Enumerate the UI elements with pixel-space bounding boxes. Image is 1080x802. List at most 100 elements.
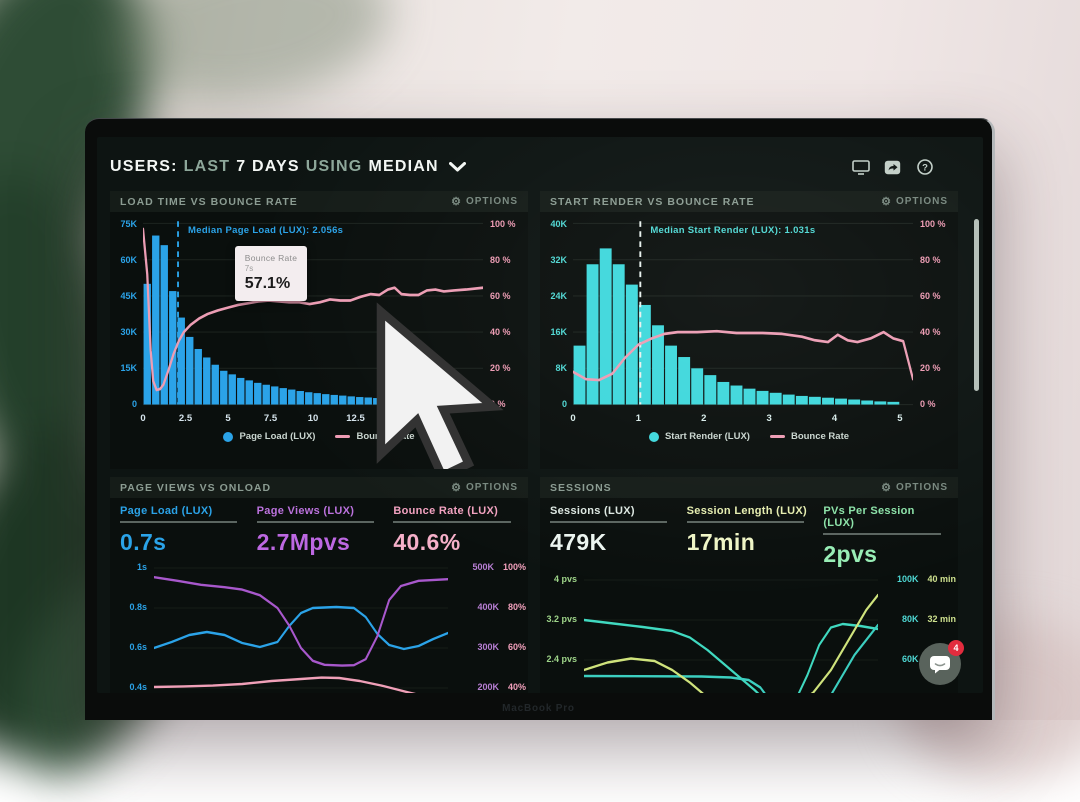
tooltip: Bounce Rate 7s 57.1% [235, 246, 307, 301]
axis-tick: 200K [477, 682, 499, 692]
histogram-plot[interactable]: Median Page Load (LUX): 2.056s Bounce Ra… [143, 219, 483, 409]
axis-tick: 500K [472, 562, 494, 572]
metric-sessions: Sessions (LUX) 479K [550, 505, 675, 568]
panel-title: SESSIONS [550, 482, 612, 494]
axis-tick-row: 500K 100% [448, 562, 526, 572]
x-axis-tick: 1 [636, 413, 641, 424]
chart-area: 40K 32K 24K 16K 8K 0 Median Start Render (LUX… [540, 219, 958, 409]
axis-tick-row: 400K 80% [448, 602, 526, 612]
axis-tick: 100% [503, 562, 526, 572]
tooltip-sub: 7s [245, 264, 297, 273]
axis-tick: 0 [540, 399, 567, 409]
axis-tick: 16K [540, 327, 567, 337]
axis-tick: 80% [508, 602, 526, 612]
axis-tick: 32K [540, 255, 567, 265]
axis-tick: 400K [477, 602, 499, 612]
axis-tick: 45K [110, 291, 137, 301]
metric-page-views: Page Views (LUX) 2.7Mpvs [257, 505, 382, 556]
help-icon[interactable]: ? [915, 159, 934, 176]
median-annotation: Median Page Load (LUX): 2.056s [188, 225, 343, 236]
axis-tick: 32 min [927, 614, 956, 624]
axis-tick: 15K [110, 363, 137, 373]
axis-tick: 2.4 pvs [546, 654, 577, 664]
metric-underline [393, 521, 510, 523]
metric-label: PVs Per Session (LUX) [823, 505, 948, 529]
axis-tick: 40% [508, 682, 526, 692]
metric-label: Session Length (LUX) [687, 505, 812, 517]
axis-tick: 60 % [920, 291, 958, 301]
line-plot[interactable] [584, 570, 878, 693]
x-axis-tick: 0 [570, 413, 575, 424]
x-axis-tick: 2.5 [179, 413, 192, 424]
title-part: USERS: [110, 158, 178, 176]
metric-row: Page Load (LUX) 0.7s Page Views (LUX) 2.… [110, 498, 528, 556]
gear-icon: ⚙ [881, 483, 892, 493]
tooltip-value: 57.1% [245, 275, 297, 293]
svg-text:?: ? [922, 162, 928, 173]
metric-pvs-per-session: PVs Per Session (LUX) 2pvs [823, 505, 948, 568]
gear-icon: ⚙ [881, 197, 892, 207]
options-button[interactable]: ⚙OPTIONS [451, 196, 518, 207]
mouse-cursor-icon [269, 301, 528, 469]
share-icon[interactable] [883, 159, 902, 176]
y-axis-left: 40K 32K 24K 16K 8K 0 [540, 219, 573, 409]
axis-tick: 60 % [490, 291, 528, 301]
axis-tick: 80K [902, 614, 919, 624]
metric-label: Page Views (LUX) [257, 505, 382, 517]
axis-tick: 20 % [920, 363, 958, 373]
metric-label: Sessions (LUX) [550, 505, 675, 517]
metric-underline [120, 521, 237, 523]
options-button[interactable]: ⚙OPTIONS [881, 482, 948, 493]
axis-tick: 24K [540, 291, 567, 301]
panel-title: LOAD TIME VS BOUNCE RATE [120, 196, 298, 208]
axis-tick-row: 80K 32 min [878, 614, 956, 624]
scrollbar[interactable] [974, 219, 979, 391]
panel-header: PAGE VIEWS VS ONLOAD ⚙OPTIONS [110, 477, 528, 498]
metric-label: Page Load (LUX) [120, 505, 245, 517]
panel-start-render-vs-bounce-rate: START RENDER VS BOUNCE RATE ⚙OPTIONS 40K… [540, 191, 958, 469]
axis-tick: 100 % [490, 219, 528, 229]
axis-tick: 8K [540, 363, 567, 373]
metric-value: 17min [687, 529, 812, 556]
x-axis-tick: 0 [140, 413, 145, 424]
x-axis-tick: 4 [832, 413, 837, 424]
metric-value: 2.7Mpvs [257, 529, 382, 556]
gear-icon: ⚙ [451, 483, 462, 493]
axis-tick: 40K [540, 219, 567, 229]
title-part: MEDIAN [368, 158, 438, 176]
chat-unread-badge: 4 [948, 640, 964, 656]
users-filter-dropdown[interactable]: USERS: LAST 7 DAYS USING MEDIAN [110, 158, 466, 176]
x-axis-tick: 5 [897, 413, 902, 424]
histogram-plot[interactable]: Median Start Render (LUX): 1.031s [573, 219, 913, 409]
panel-header: LOAD TIME VS BOUNCE RATE ⚙OPTIONS [110, 191, 528, 212]
metric-value: 2pvs [823, 541, 948, 568]
metric-row: Sessions (LUX) 479K Session Length (LUX)… [540, 498, 958, 568]
topbar-icons: ? [851, 159, 934, 176]
tooltip-title: Bounce Rate [245, 253, 297, 263]
legend-dot-icon [223, 432, 233, 442]
dashboard-topbar: USERS: LAST 7 DAYS USING MEDIAN ? [110, 151, 970, 183]
laptop-brand-label: MacBook Pro [85, 703, 992, 714]
metric-session-length: Session Length (LUX) 17min [687, 505, 812, 568]
chat-widget-button[interactable]: 4 [919, 643, 961, 685]
metric-page-load: Page Load (LUX) 0.7s [120, 505, 245, 556]
axis-tick: 60K [902, 654, 919, 664]
metric-value: 479K [550, 529, 675, 556]
display-icon[interactable] [851, 159, 870, 176]
axis-tick: 60% [508, 642, 526, 652]
metric-bounce-rate: Bounce Rate (LUX) 40.6% [393, 505, 518, 556]
x-axis-tick: 5 [225, 413, 230, 424]
legend-item[interactable]: Bounce Rate [770, 431, 849, 442]
line-plot[interactable] [154, 558, 448, 693]
chat-bubble-icon [929, 655, 951, 674]
options-button[interactable]: ⚙OPTIONS [451, 482, 518, 493]
chart-legend: Start Render (LUX) Bounce Rate [540, 431, 958, 442]
options-button[interactable]: ⚙OPTIONS [881, 196, 948, 207]
legend-item[interactable]: Start Render (LUX) [649, 431, 750, 442]
